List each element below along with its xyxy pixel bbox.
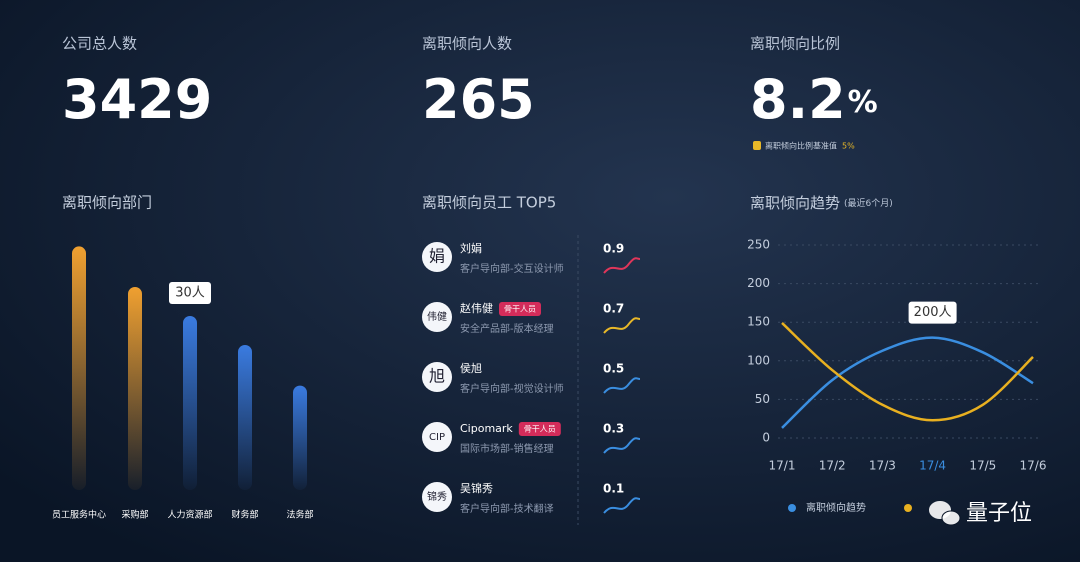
tag: 骨干人员: [524, 425, 556, 434]
x-tick-label: 17/4: [919, 459, 946, 473]
bar: [293, 385, 307, 490]
title: 离职倾向趋势: [750, 194, 840, 212]
section-title: 离职倾向部门: [62, 194, 152, 212]
score: 0.3: [603, 422, 624, 436]
benchmark-label: 离职倾向比例基准值: [765, 141, 837, 151]
bar: [128, 287, 142, 490]
tag-box: [499, 302, 541, 316]
legend-marker: [788, 504, 796, 512]
employee-dept: 安全产品部-版本经理: [460, 322, 554, 335]
bar: [183, 316, 197, 490]
y-tick-label: 150: [747, 315, 770, 329]
avatar-text: 旭: [429, 367, 445, 386]
avatar-text: 伟健: [427, 310, 447, 323]
y-tick-label: 250: [747, 238, 770, 252]
employee-name: 侯旭: [460, 361, 482, 375]
tag-box: [518, 422, 561, 436]
line: [781, 336, 1034, 429]
kpi-label: 离职倾向比例: [750, 35, 840, 53]
x-tick-label: 员工服务中心: [52, 509, 106, 521]
y-tick-label: 100: [747, 353, 770, 367]
kpi-value: 265: [422, 68, 535, 131]
avatar: [422, 302, 452, 332]
sparkline: [603, 437, 641, 454]
annotation: 200人: [914, 305, 952, 320]
employee-name: 刘娟: [460, 241, 482, 255]
legend-label: 离职倾向趋势: [806, 501, 866, 514]
x-tick-label: 采购部: [121, 509, 148, 521]
section-title: 离职倾向员工 TOP5: [422, 194, 556, 212]
benchmark-icon: [753, 141, 761, 150]
avatar: [422, 362, 452, 392]
bar: [72, 246, 86, 490]
avatar-text: 娟: [429, 247, 445, 266]
y-tick-label: 200: [747, 276, 770, 290]
line: [781, 322, 1034, 422]
kpi-label: 公司总人数: [62, 35, 137, 53]
annotation-box: [908, 301, 957, 324]
employee-name: Cipomark: [460, 422, 513, 435]
sparkline: [603, 497, 641, 514]
employee-dept: 客户导向部-技术翻译: [460, 502, 554, 515]
benchmark-value: 5%: [842, 142, 855, 151]
avatar: [422, 422, 452, 452]
score: 0.1: [603, 482, 624, 496]
x-tick-label: 财务部: [231, 509, 258, 521]
avatar-text: CIP: [429, 432, 445, 443]
x-tick-label: 人力资源部: [167, 509, 212, 521]
sparkline: [603, 377, 641, 394]
y-tick-label: 0: [762, 431, 770, 445]
x-tick-label: 法务部: [286, 509, 313, 521]
kpi-number: 8.2: [750, 68, 846, 131]
bar: [238, 345, 252, 490]
avatar: [422, 242, 452, 272]
x-tick-label: 17/3: [869, 459, 896, 473]
sparkline: [603, 317, 641, 334]
tag: 骨干人员: [504, 305, 536, 314]
sparkline: [603, 257, 641, 274]
y-tick-label: 50: [755, 392, 770, 406]
subtitle: (最近6个月): [844, 197, 893, 209]
avatar-text: 锦秀: [427, 490, 447, 503]
employee-dept: 客户导向部-交互设计师: [460, 262, 564, 275]
score: 0.9: [603, 242, 624, 256]
value-label-box: [169, 282, 211, 304]
legend-marker: [904, 504, 912, 512]
value-label: 30人: [175, 286, 205, 301]
employee-dept: 客户导向部-视觉设计师: [460, 382, 564, 395]
x-tick-label: 17/2: [819, 459, 846, 473]
kpi-number: 3429: [62, 68, 212, 131]
employee-dept: 国际市场部-销售经理: [460, 442, 554, 455]
kpi-unit: %: [848, 85, 878, 120]
score: 0.7: [603, 302, 624, 316]
kpi-value: 3429: [62, 68, 212, 131]
avatar: [422, 482, 452, 512]
employee-name: 吴锦秀: [460, 481, 493, 495]
x-tick-label: 17/6: [1020, 459, 1047, 473]
kpi-label: 离职倾向人数: [422, 35, 512, 53]
watermark: 量子位: [966, 501, 1032, 526]
section-title: 离职倾向趋势 (最近6个月): [750, 194, 893, 212]
employee-name: 赵伟健: [460, 301, 493, 315]
watermark-icon: [941, 510, 961, 526]
kpi-number: 265: [422, 68, 535, 131]
x-tick-label: 17/5: [969, 459, 996, 473]
x-tick-label: 17/1: [769, 459, 796, 473]
score: 0.5: [603, 362, 624, 376]
kpi-value: 8.2%: [750, 68, 878, 131]
